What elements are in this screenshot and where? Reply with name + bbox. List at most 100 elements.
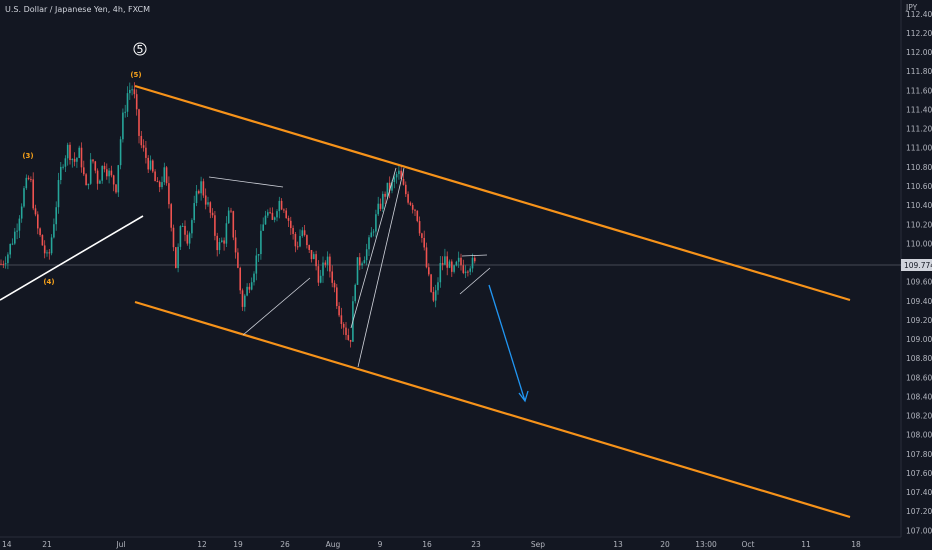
channel-lower-line[interactable] (134, 300, 851, 519)
price-tick-label: 109.000 (906, 335, 932, 344)
price-tick-label: 108.600 (906, 373, 932, 382)
candle-body (324, 262, 327, 265)
time-tick-label: 16 (422, 540, 432, 549)
candle-body (276, 211, 278, 218)
candle-body (2, 263, 5, 265)
candle-body (122, 112, 124, 140)
candle-body (165, 167, 168, 184)
candle-body (179, 226, 182, 247)
price-tick-label: 112.400 (906, 10, 932, 19)
price-tick-label: 111.200 (906, 125, 932, 134)
price-tick-label: 110.200 (906, 220, 932, 229)
candle-body (402, 178, 405, 185)
price-tick-label: 107.200 (906, 507, 932, 516)
candle-body (50, 237, 53, 254)
time-axis: 14 21 Jul 12 19 26 Aug 9 16 23 Sep 13 20 13:00 Oct 11 18 (2, 540, 861, 549)
candle-body (267, 212, 269, 216)
candle-body (292, 228, 294, 234)
candle-body (156, 181, 159, 183)
candle-body (9, 243, 11, 255)
candle-body (87, 183, 90, 186)
uptrend-line[interactable] (0, 215, 144, 301)
projection-arrow[interactable] (488, 284, 529, 403)
price-tick-label: 112.000 (906, 48, 932, 57)
time-tick-label: Sep (531, 540, 545, 549)
currency-label: JPY (905, 3, 918, 12)
candle-body (333, 282, 336, 288)
candle-body (191, 220, 193, 234)
candle-body (377, 203, 379, 215)
candle-body (161, 182, 163, 188)
candle-body (244, 295, 246, 307)
candle-body (398, 170, 400, 175)
candle-body (271, 212, 274, 220)
candle-body (188, 233, 191, 244)
candle-body (363, 260, 366, 264)
wave-5-circle (133, 42, 147, 56)
candle-body (409, 202, 412, 205)
candle-body (11, 243, 14, 245)
candle-body (117, 165, 120, 193)
candle-body (0, 263, 2, 265)
price-tick-label: 109.600 (906, 278, 932, 287)
candle-body (414, 209, 416, 211)
candle-body (129, 89, 131, 94)
candle-body (411, 204, 414, 210)
channel-upper-line[interactable] (134, 84, 851, 302)
candle-body (349, 339, 352, 342)
candle-body (299, 236, 301, 247)
candle-body (313, 254, 315, 260)
candle-body (434, 290, 437, 301)
price-tick-label: 109.200 (906, 316, 932, 325)
candle-body (142, 145, 145, 148)
candle-body (269, 212, 271, 214)
candle-body (85, 174, 87, 186)
candle-body (347, 335, 350, 340)
candle-body (225, 223, 228, 244)
candle-body (451, 261, 453, 272)
candle-body (108, 170, 110, 177)
candle-body (23, 188, 25, 207)
candle-body (280, 200, 283, 210)
candle-body (53, 224, 55, 238)
candle-body (474, 257, 476, 262)
candle-body (368, 237, 370, 250)
candle-body (89, 159, 92, 184)
candle-body (400, 170, 402, 179)
candle-body (76, 157, 78, 162)
candle-body (149, 160, 152, 170)
candle-body (326, 256, 329, 265)
candle-body (319, 275, 322, 283)
candle-body (425, 247, 428, 268)
candle-body (386, 182, 389, 197)
candle-body (78, 147, 80, 158)
price-tick-label: 110.600 (906, 182, 932, 191)
candle-body (83, 167, 85, 175)
candle-body (37, 214, 39, 229)
candle-body (416, 210, 419, 222)
candle-body (365, 249, 368, 261)
candle-body (138, 109, 140, 136)
candle-body (112, 175, 115, 185)
candle-body (418, 221, 421, 234)
candle-body (7, 254, 9, 264)
candle-body (393, 177, 396, 183)
candlestick-series (0, 82, 476, 348)
pattern-lines[interactable] (208, 167, 491, 368)
candle-body (287, 218, 290, 221)
time-tick-label: Oct (742, 540, 755, 549)
candle-body (71, 158, 74, 161)
candle-body (186, 234, 189, 244)
candle-body (101, 165, 103, 181)
candle-body (18, 218, 21, 231)
time-tick-label: Jul (115, 540, 125, 549)
candle-body (168, 183, 170, 205)
candle-body (260, 230, 262, 255)
candle-body (62, 166, 64, 168)
candle-body (370, 232, 373, 238)
time-tick-label: 12 (197, 540, 207, 549)
candle-body (92, 159, 94, 162)
price-tick-label: 107.400 (906, 488, 932, 497)
candle-body (14, 231, 16, 244)
